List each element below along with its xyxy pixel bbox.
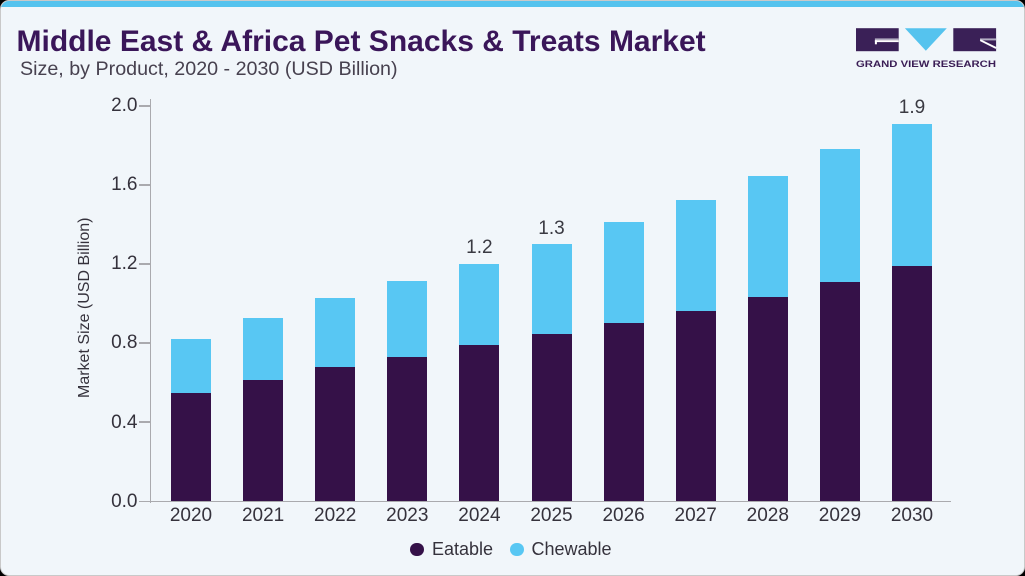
svg-text:GRAND VIEW RESEARCH: GRAND VIEW RESEARCH bbox=[856, 58, 996, 67]
